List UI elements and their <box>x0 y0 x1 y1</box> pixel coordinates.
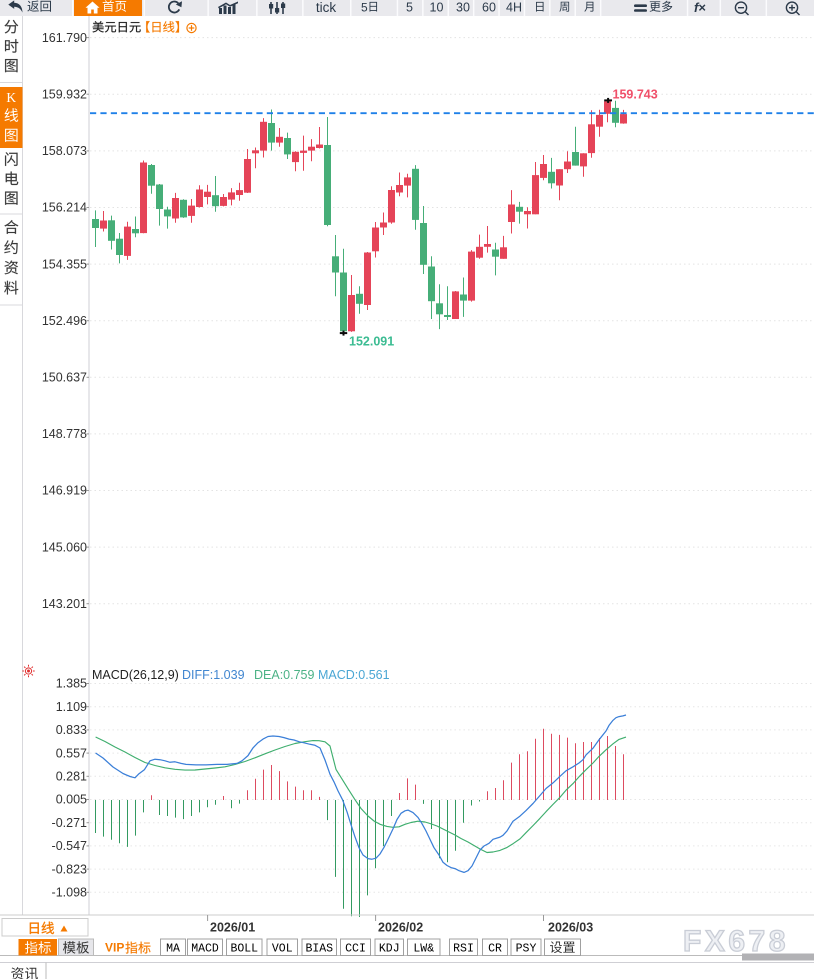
svg-text:RSI: RSI <box>453 943 474 956</box>
svg-text:159.932: 159.932 <box>42 87 87 101</box>
svg-text:5: 5 <box>406 1 413 15</box>
svg-text:158.073: 158.073 <box>42 144 87 158</box>
svg-text:DEA:0.759: DEA:0.759 <box>254 668 315 682</box>
svg-text:CR: CR <box>488 943 502 956</box>
svg-text:143.201: 143.201 <box>42 597 87 611</box>
svg-text:2026/02: 2026/02 <box>378 921 423 935</box>
svg-text:-0.823: -0.823 <box>52 862 87 876</box>
svg-text:145.060: 145.060 <box>42 540 87 554</box>
svg-text:f×: f× <box>694 0 706 15</box>
svg-text:2026/03: 2026/03 <box>548 921 593 935</box>
svg-text:2026/01: 2026/01 <box>210 921 255 935</box>
svg-text:60: 60 <box>482 1 496 15</box>
svg-text:LW&: LW& <box>413 943 434 956</box>
svg-text:PSY: PSY <box>516 943 537 956</box>
svg-text:-0.547: -0.547 <box>52 839 87 853</box>
svg-text:156.214: 156.214 <box>42 201 87 215</box>
svg-text:161.790: 161.790 <box>42 31 87 45</box>
svg-text:5: 5 <box>361 1 368 15</box>
svg-text:KDJ: KDJ <box>379 943 400 956</box>
svg-text:BIAS: BIAS <box>305 943 333 956</box>
svg-text:MA: MA <box>166 943 180 956</box>
svg-text:FX678: FX678 <box>683 925 789 958</box>
svg-text:154.355: 154.355 <box>42 257 87 271</box>
svg-text:152.091: 152.091 <box>349 335 394 349</box>
svg-text:1.109: 1.109 <box>56 700 87 714</box>
svg-text:CCI: CCI <box>345 943 366 956</box>
svg-text:10: 10 <box>430 1 444 15</box>
svg-text:0.833: 0.833 <box>56 723 87 737</box>
svg-text:4H: 4H <box>506 1 522 15</box>
svg-text:0.005: 0.005 <box>56 793 87 807</box>
svg-text:K: K <box>6 90 16 105</box>
svg-text:159.743: 159.743 <box>613 88 658 102</box>
svg-text:VIP: VIP <box>105 941 124 955</box>
svg-text:-1.098: -1.098 <box>52 886 87 900</box>
svg-text:VOL: VOL <box>272 943 293 956</box>
svg-text:150.637: 150.637 <box>42 371 87 385</box>
svg-text:DIFF:1.039: DIFF:1.039 <box>182 668 245 682</box>
svg-text:30: 30 <box>456 1 470 15</box>
svg-text:146.919: 146.919 <box>42 484 87 498</box>
svg-text:BOLL: BOLL <box>230 943 258 956</box>
svg-text:-0.271: -0.271 <box>52 816 87 830</box>
svg-text:0.557: 0.557 <box>56 746 87 760</box>
svg-text:152.496: 152.496 <box>42 314 87 328</box>
svg-text:MACD: MACD <box>191 943 219 956</box>
svg-text:0.281: 0.281 <box>56 770 87 784</box>
svg-text:1.385: 1.385 <box>56 677 87 691</box>
svg-text:MACD(26,12,9): MACD(26,12,9) <box>92 668 179 682</box>
svg-text:148.778: 148.778 <box>42 427 87 441</box>
svg-text:MACD:0.561: MACD:0.561 <box>318 668 390 682</box>
svg-text:tick: tick <box>316 0 337 15</box>
